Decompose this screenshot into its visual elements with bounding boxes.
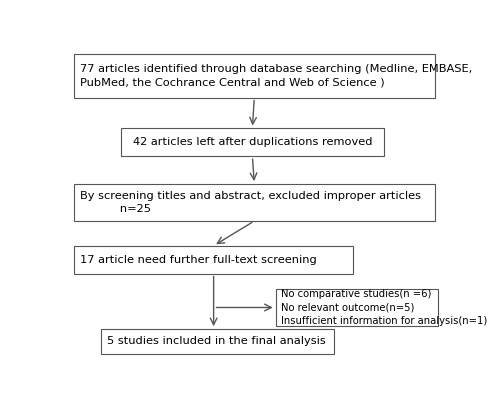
Text: By screening titles and abstract, excluded improper articles
           n=25: By screening titles and abstract, exclud… [80, 191, 421, 214]
Bar [276, 289, 438, 326]
Bar [74, 184, 434, 221]
Text: No comparative studies(n =6)
No relevant outcome(n=5)
Insufficient information f: No comparative studies(n =6) No relevant… [282, 289, 488, 326]
Bar [101, 329, 334, 354]
Bar [120, 128, 384, 156]
Text: 5 studies included in the final analysis: 5 studies included in the final analysis [107, 336, 326, 346]
Text: 77 articles identified through database searching (Medline, EMBASE,
PubMed, the : 77 articles identified through database … [80, 64, 472, 87]
Text: 17 article need further full-text screening: 17 article need further full-text screen… [80, 255, 316, 265]
Text: 42 articles left after duplications removed: 42 articles left after duplications remo… [132, 137, 372, 147]
Bar [74, 246, 353, 273]
Bar [74, 54, 434, 97]
